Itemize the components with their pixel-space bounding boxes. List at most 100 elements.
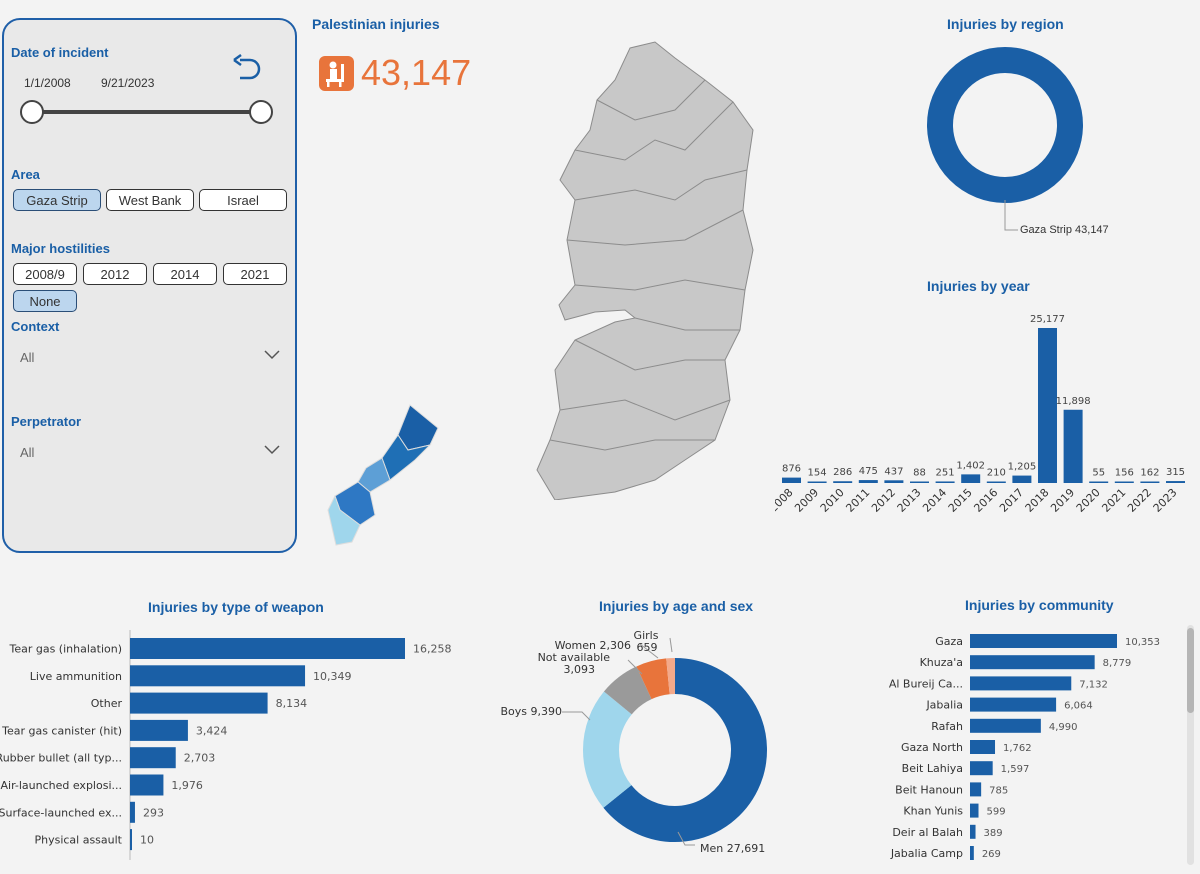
year-value-label: 251	[936, 467, 955, 478]
age-leader-girls	[669, 637, 673, 653]
hostilities-filter-label: Major hostilities	[11, 241, 110, 256]
community-bar	[970, 803, 979, 818]
community-scrollbar-thumb[interactable]	[1187, 628, 1194, 713]
date-slider-track[interactable]	[32, 110, 262, 114]
year-bar	[1012, 475, 1032, 483]
area-filter-label: Area	[11, 167, 40, 182]
community-category-label: Khuza'a	[920, 656, 963, 669]
community-value-label: 1,597	[1001, 764, 1030, 775]
west-bank-map[interactable]	[535, 40, 765, 500]
year-bar	[884, 480, 904, 483]
year-value-label: 88	[913, 468, 926, 479]
year-bar	[935, 481, 955, 483]
hostilities-chip-none[interactable]: None	[13, 290, 77, 312]
year-value-label: 156	[1115, 468, 1134, 479]
perpetrator-dropdown[interactable]: All	[20, 445, 280, 467]
year-value-label: 437	[884, 466, 903, 477]
chevron-down-icon	[264, 445, 280, 455]
weapon-chart-title: Injuries by type of weapon	[148, 599, 324, 615]
weapon-category-label: Rubber bullet (all typ...	[0, 752, 122, 765]
age-sex-label: Not available	[538, 651, 611, 664]
year-bar	[1166, 481, 1185, 483]
weapon-bar	[130, 747, 176, 769]
year-value-label: 876	[782, 464, 801, 475]
community-bar	[970, 697, 1057, 712]
weapon-bar	[130, 829, 132, 851]
year-value-label: 286	[833, 467, 852, 478]
age-sex-donut-slice	[603, 658, 767, 842]
region-donut-slice-gaza[interactable]	[927, 47, 1083, 203]
year-bar	[782, 477, 801, 483]
weapon-category-label: Physical assault	[34, 834, 122, 847]
community-bar-chart[interactable]: Gaza 10,353 Khuza'a 8,779 Al Bureij Ca... 7,1…	[860, 628, 1180, 868]
filter-panel: Date of incident 1/1/2008 9/21/2023 Area…	[2, 18, 297, 553]
hostilities-chip-2012[interactable]: 2012	[83, 263, 147, 285]
region-chart-title: Injuries by region	[947, 16, 1064, 32]
weapon-value-label: 8,134	[276, 697, 308, 710]
community-category-label: Al Bureij Ca...	[889, 677, 963, 690]
community-category-label: Khan Yunis	[903, 805, 963, 818]
year-value-label: 11,898	[1056, 396, 1091, 407]
year-bar	[833, 481, 853, 483]
map-region-rafah[interactable]	[327, 494, 361, 546]
community-value-label: 7,132	[1079, 679, 1108, 690]
community-scrollbar-track[interactable]	[1187, 625, 1194, 865]
year-value-label: 55	[1092, 468, 1105, 479]
year-tick-label: 2010	[818, 486, 847, 515]
date-filter-label: Date of incident	[11, 45, 109, 60]
year-bar	[961, 474, 981, 483]
date-end[interactable]: 9/21/2023	[101, 76, 155, 90]
community-bar	[970, 718, 1041, 733]
perpetrator-value: All	[20, 445, 35, 460]
age-leader-men	[677, 831, 695, 846]
weapon-bar-chart[interactable]: Tear gas (inhalation) 16,258 Live ammuniti…	[0, 625, 470, 865]
region-donut-chart[interactable]	[925, 45, 1085, 205]
hostilities-chip-2008-9[interactable]: 2008/9	[13, 263, 77, 285]
year-bar	[1140, 481, 1160, 483]
year-tick-label: 2019	[1048, 486, 1077, 515]
year-tick-label: 2015	[946, 486, 975, 515]
year-value-label: 162	[1140, 468, 1159, 479]
year-bar	[858, 480, 878, 483]
age-sex-donut-slice	[583, 691, 633, 808]
weapon-category-label: Tear gas canister (hit)	[1, 724, 122, 737]
community-category-label: Rafah	[931, 720, 963, 733]
year-bar-chart[interactable]: 876 2008 154 2009 286 2010 475 2011 437 2012 88 201…	[775, 300, 1190, 520]
community-value-label: 4,990	[1049, 722, 1078, 733]
age-sex-label: Girls	[634, 629, 659, 642]
date-start[interactable]: 1/1/2008	[24, 76, 71, 90]
year-chart-title: Injuries by year	[927, 278, 1030, 294]
hostilities-chip-2014[interactable]: 2014	[153, 263, 217, 285]
community-category-label: Gaza North	[901, 741, 963, 754]
map-west-bank-outline[interactable]	[536, 41, 754, 500]
age-sex-label: Men 27,691	[700, 842, 765, 855]
year-bar	[1063, 409, 1083, 483]
chevron-down-icon	[264, 350, 280, 360]
gaza-strip-map[interactable]	[320, 400, 440, 550]
injured-person-icon	[319, 56, 354, 91]
community-value-label: 269	[982, 849, 1001, 860]
year-value-label: 1,205	[1008, 462, 1037, 473]
date-slider-start-handle[interactable]	[20, 100, 44, 124]
year-tick-label: 2017	[997, 486, 1026, 515]
year-bar	[1038, 328, 1057, 483]
date-slider-end-handle[interactable]	[249, 100, 273, 124]
age-sex-label: 659	[637, 641, 658, 654]
area-chip-israel[interactable]: Israel	[199, 189, 287, 211]
map-west-bank-borders	[549, 79, 748, 451]
weapon-value-label: 10	[140, 834, 154, 847]
year-tick-label: 2022	[1125, 486, 1154, 515]
year-tick-label: 2014	[920, 486, 949, 515]
area-chip-gaza[interactable]: Gaza Strip	[13, 189, 101, 211]
hostilities-chip-2021[interactable]: 2021	[223, 263, 287, 285]
context-value: All	[20, 350, 35, 365]
weapon-category-label: Air-launched explosi...	[0, 779, 122, 792]
community-chart-title: Injuries by community	[965, 597, 1114, 613]
reset-arrow-icon[interactable]	[230, 54, 264, 84]
year-tick-label: 2011	[843, 486, 872, 515]
year-tick-label: 2023	[1151, 486, 1180, 515]
context-dropdown[interactable]: All	[20, 350, 280, 372]
area-chip-west-bank[interactable]: West Bank	[106, 189, 194, 211]
weapon-value-label: 10,349	[313, 670, 352, 683]
